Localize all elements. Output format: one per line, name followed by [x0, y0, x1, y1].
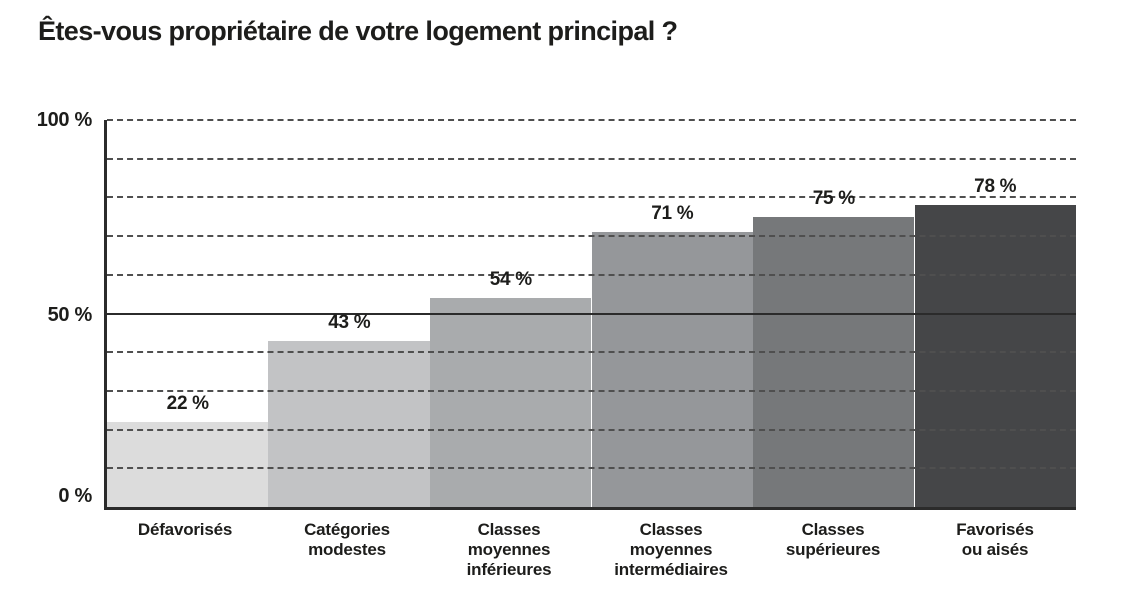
- x-axis-label: Classes moyennes inférieures: [466, 520, 552, 579]
- gridline-80: [107, 196, 1076, 199]
- bar-value-label: 54 %: [489, 269, 532, 291]
- bar-value-label: 75 %: [812, 187, 855, 209]
- bar: [107, 421, 269, 507]
- gridline-20: [107, 428, 1076, 431]
- fifty-percent-line: [107, 312, 1076, 315]
- y-axis-tick-label: 0 %: [58, 485, 92, 507]
- x-axis-label: Classes supérieures: [785, 520, 881, 559]
- bar-value-label: 78 %: [974, 176, 1017, 198]
- x-axis-labels: Défavorisés Catégories modestes Classes mo…: [104, 520, 1076, 580]
- x-axis-label: Classes moyennes intermédiaires: [614, 520, 728, 579]
- y-axis-tick-label: 50 %: [47, 304, 93, 326]
- bar: [268, 340, 430, 507]
- gridline-30: [107, 389, 1076, 392]
- bar: [591, 232, 753, 507]
- gridline-70: [107, 235, 1076, 238]
- gridline-90: [107, 157, 1076, 160]
- x-axis-label: Favorisés ou aisés: [956, 520, 1034, 559]
- gridline-10: [107, 467, 1076, 470]
- gridline-100: [107, 119, 1076, 121]
- chart-title: Êtes-vous propriétaire de votre logement…: [38, 16, 678, 46]
- bar: [429, 298, 592, 507]
- bar-value-label: 43 %: [328, 311, 371, 333]
- bar-value-label: 22 %: [166, 392, 209, 414]
- bar-value-label: 71 %: [651, 203, 694, 225]
- gridline-40: [107, 351, 1076, 354]
- bar: [914, 205, 1076, 507]
- x-axis-label: Défavorisés: [137, 520, 233, 539]
- gridline-60: [107, 273, 1076, 276]
- y-axis-tick-label: 100 %: [36, 109, 93, 131]
- x-axis-label: Catégories modestes: [304, 520, 390, 559]
- plot-area: 22 % 43 % 54 % 71 % 75 % 78 %: [104, 119, 1076, 510]
- bar: [752, 216, 915, 507]
